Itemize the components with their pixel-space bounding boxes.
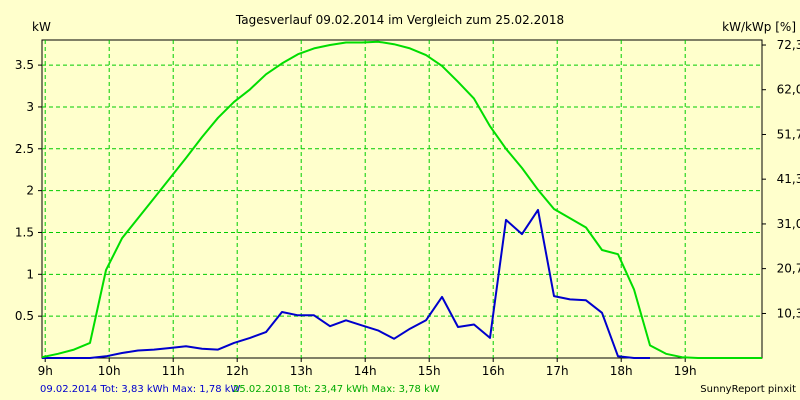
x-tick-label: 17h bbox=[546, 364, 569, 378]
series-lines bbox=[41, 40, 762, 359]
y2-tick-label: 10,3 bbox=[777, 306, 800, 320]
footer-summary-green: 25.02.2018 Tot: 23,47 kWh Max: 3,78 kW bbox=[233, 384, 440, 395]
x-tick-label: 19h bbox=[674, 364, 697, 378]
y-tick-label: 3.5 bbox=[15, 58, 34, 72]
y2-tick-label: 51,7 bbox=[777, 127, 800, 141]
x-tick-label: 16h bbox=[482, 364, 505, 378]
y-tick-label: 0.5 bbox=[15, 309, 34, 323]
x-tick-label: 9h bbox=[38, 364, 53, 378]
footer-credit: SunnyReport pinxit bbox=[700, 384, 796, 395]
y-axis-right: 10,3 20,7 31,0 41,3 51,7 62,0 72,3 bbox=[762, 38, 800, 320]
y-tick-label: 1.5 bbox=[15, 225, 34, 239]
x-tick-label: 10h bbox=[98, 364, 121, 378]
chart-title: Tagesverlauf 09.02.2014 im Vergleich zum… bbox=[235, 13, 564, 27]
y2-tick-label: 20,7 bbox=[777, 262, 800, 276]
y-axis-left-label: kW bbox=[32, 20, 51, 34]
y2-tick-label: 72,3 bbox=[777, 38, 800, 52]
y2-tick-label: 31,0 bbox=[777, 217, 800, 231]
x-tick-label: 15h bbox=[418, 364, 441, 378]
x-axis: 9h 10h 11h 12h 13h 14h 15h 16h 17h 18h 19h bbox=[38, 358, 697, 378]
y-axis-right-label: kW/kWp [%] bbox=[722, 20, 796, 34]
y-tick-label: 3 bbox=[26, 100, 34, 114]
x-tick-label: 14h bbox=[354, 364, 377, 378]
x-tick-label: 11h bbox=[162, 364, 185, 378]
y2-tick-label: 62,0 bbox=[777, 83, 800, 97]
series-line-2014 bbox=[42, 208, 650, 359]
series-line-2018 bbox=[41, 40, 762, 359]
y-tick-label: 1 bbox=[26, 267, 34, 281]
x-tick-label: 13h bbox=[290, 364, 313, 378]
y-axis-left: 0.5 1 1.5 2 2.5 3 3.5 bbox=[15, 58, 42, 323]
y2-tick-label: 41,3 bbox=[777, 172, 800, 186]
plot-area bbox=[41, 39, 763, 359]
y-tick-label: 2 bbox=[26, 184, 34, 198]
x-tick-label: 18h bbox=[610, 364, 633, 378]
x-tick-label: 12h bbox=[226, 364, 249, 378]
grid bbox=[42, 40, 762, 358]
footer-summary-blue: 09.02.2014 Tot: 3,83 kWh Max: 1,78 kW bbox=[40, 384, 241, 395]
y-tick-label: 2.5 bbox=[15, 142, 34, 156]
